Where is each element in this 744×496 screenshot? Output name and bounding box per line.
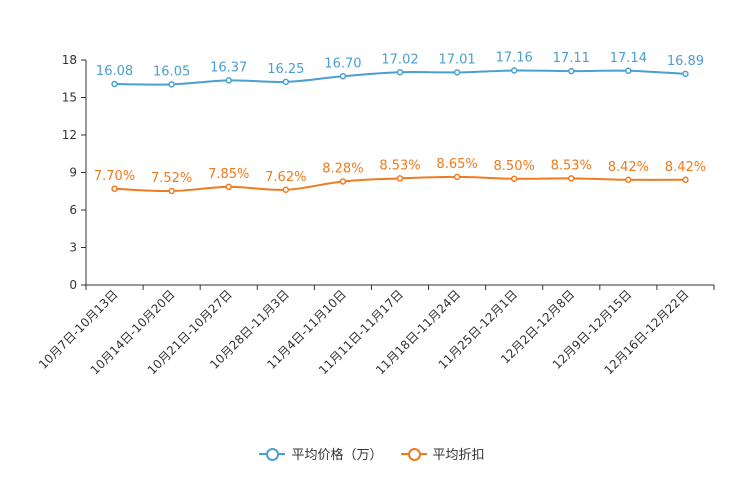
data-point[interactable]: [510, 67, 518, 74]
data-label: 16.08: [96, 64, 133, 79]
chart-axes: 036912151810月7日-10月13日10月14日-10月20日10月21…: [36, 53, 715, 377]
data-point[interactable]: [510, 175, 518, 182]
data-label: 17.16: [496, 51, 533, 66]
y-tick-label: 0: [69, 278, 77, 292]
data-point[interactable]: [625, 67, 632, 74]
y-tick-label: 9: [69, 166, 77, 180]
chart-series: 16.08 16.05 16.37 16.25 16.70 17.02 17.01 17.16…: [94, 51, 706, 195]
data-label: 16.05: [153, 64, 190, 79]
legend-label-price: 平均价格（万）: [291, 448, 383, 463]
data-point[interactable]: [282, 186, 290, 193]
data-point[interactable]: [568, 175, 575, 182]
legend-item-price[interactable]: 平均价格（万）: [259, 444, 383, 463]
data-point[interactable]: [168, 187, 175, 195]
data-point[interactable]: [225, 183, 232, 191]
data-point[interactable]: [225, 77, 232, 84]
data-label: 17.02: [381, 52, 418, 67]
data-point[interactable]: [568, 67, 575, 75]
data-label: 17.14: [610, 51, 647, 66]
data-label: 8.42%: [665, 160, 706, 175]
y-tick-label: 15: [62, 91, 77, 105]
data-label: 8.53%: [379, 158, 420, 173]
data-label: 16.89: [667, 54, 704, 69]
y-tick-label: 6: [69, 203, 77, 217]
data-label: 7.70%: [94, 169, 135, 184]
data-label: 16.70: [324, 56, 361, 71]
legend-item-discount[interactable]: 平均折扣: [400, 444, 485, 463]
data-label: 17.11: [553, 51, 590, 66]
legend-marker-price: [259, 447, 286, 461]
data-label: 7.52%: [151, 171, 192, 186]
data-point[interactable]: [111, 185, 118, 192]
data-point[interactable]: [339, 73, 347, 80]
data-label: 8.53%: [551, 158, 592, 173]
y-tick-label: 3: [69, 241, 77, 255]
data-label: 8.42%: [608, 160, 649, 175]
data-label: 16.25: [267, 62, 304, 77]
y-tick-label: 18: [62, 53, 77, 67]
data-label: 8.28%: [322, 162, 363, 177]
data-label: 7.62%: [265, 170, 306, 185]
data-point[interactable]: [682, 70, 689, 78]
data-label: 8.50%: [494, 159, 535, 174]
chart-legend: 平均价格（万） 平均折扣: [0, 444, 744, 463]
series-0: 16.08 16.05 16.37 16.25 16.70 17.02 17.01 17.16…: [96, 51, 704, 88]
data-point[interactable]: [453, 173, 461, 181]
legend-marker-discount: [400, 447, 427, 461]
data-point[interactable]: [282, 78, 290, 86]
data-label: 7.85%: [208, 167, 249, 182]
data-point[interactable]: [396, 175, 404, 182]
data-label: 8.65%: [436, 157, 477, 172]
data-point[interactable]: [339, 178, 347, 185]
data-point[interactable]: [111, 80, 118, 88]
data-label: 16.37: [210, 60, 247, 75]
data-label: 17.01: [438, 52, 475, 67]
data-point[interactable]: [453, 69, 461, 76]
data-point[interactable]: [625, 176, 632, 183]
data-point[interactable]: [682, 176, 689, 183]
series-1: 7.70% 7.52% 7.85% 7.62% 8.28% 8.53% 8.65% 8.50%…: [94, 157, 706, 195]
data-point[interactable]: [168, 81, 175, 88]
legend-label-discount: 平均折扣: [432, 448, 485, 463]
data-point[interactable]: [396, 69, 404, 76]
y-tick-label: 12: [62, 128, 77, 142]
